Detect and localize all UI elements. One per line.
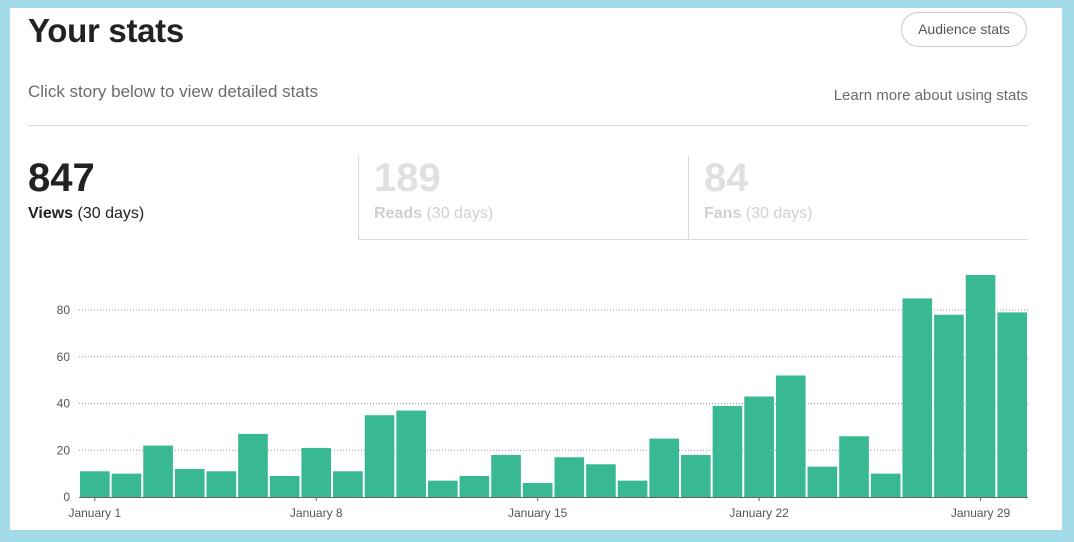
stat-tab-fans[interactable]: 84 Fans (30 days) [688, 156, 1028, 240]
reads-label-row: Reads (30 days) [374, 205, 688, 223]
bar[interactable] [934, 314, 964, 497]
stat-tab-reads[interactable]: 189 Reads (30 days) [358, 156, 688, 240]
reads-label: Reads [374, 205, 423, 222]
bar[interactable] [522, 482, 553, 497]
views-count: 847 [28, 156, 95, 200]
bar[interactable] [839, 436, 869, 497]
fans-label-row: Fans (30 days) [704, 205, 1028, 223]
subtitle: Click story below to view detailed stats [28, 82, 319, 101]
y-tick-label: 80 [57, 303, 71, 317]
bar[interactable] [870, 473, 901, 497]
x-tick-label: January 15 [508, 506, 568, 520]
bar[interactable] [174, 468, 205, 497]
x-tick-label: January 29 [951, 506, 1011, 520]
bar[interactable] [111, 473, 142, 497]
bar[interactable] [617, 480, 648, 497]
views-label: Views [28, 205, 74, 222]
reads-count: 189 [374, 156, 441, 200]
y-tick-label: 40 [57, 397, 71, 411]
bar[interactable] [143, 445, 173, 497]
bar[interactable] [396, 410, 426, 497]
stat-tab-views[interactable]: 847 Views (30 days) [28, 156, 358, 240]
y-tick-label: 20 [57, 443, 71, 457]
bar[interactable] [744, 396, 774, 497]
views-period: (30 days) [77, 205, 145, 222]
bar[interactable] [238, 433, 268, 497]
fans-label: Fans [704, 205, 742, 222]
fans-period: (30 days) [745, 205, 813, 222]
bar[interactable] [649, 438, 680, 497]
bar[interactable] [902, 298, 933, 497]
y-tick-label: 0 [63, 490, 70, 504]
x-tick-label: January 8 [290, 506, 343, 520]
learn-more-link[interactable]: Learn more about using stats [833, 87, 1028, 104]
bar[interactable] [206, 471, 237, 497]
bar[interactable] [712, 405, 743, 497]
audience-stats-button[interactable]: Audience stats [901, 12, 1027, 47]
bar[interactable] [301, 447, 332, 497]
bar[interactable] [459, 475, 490, 497]
stats-card: Your stats Audience stats Click story be… [10, 8, 1062, 530]
bar[interactable] [554, 457, 585, 497]
bar[interactable] [427, 480, 458, 497]
bar[interactable] [681, 454, 711, 497]
bar[interactable] [269, 475, 300, 497]
page-title: Your stats [28, 12, 184, 49]
bar[interactable] [807, 466, 838, 497]
bar[interactable] [775, 375, 806, 497]
bar[interactable] [491, 454, 521, 497]
x-tick-label: January 22 [729, 506, 789, 520]
bar[interactable] [965, 275, 996, 497]
bar[interactable] [586, 464, 616, 497]
x-tick-label: January 1 [68, 506, 121, 520]
views-label-row: Views (30 days) [28, 205, 358, 223]
bar[interactable] [333, 471, 363, 497]
divider [28, 125, 1028, 126]
fans-count: 84 [704, 156, 749, 200]
bar[interactable] [364, 415, 395, 497]
y-tick-label: 60 [57, 350, 71, 364]
reads-period: (30 days) [426, 205, 494, 222]
bar[interactable] [80, 471, 110, 497]
bar[interactable] [997, 312, 1027, 497]
